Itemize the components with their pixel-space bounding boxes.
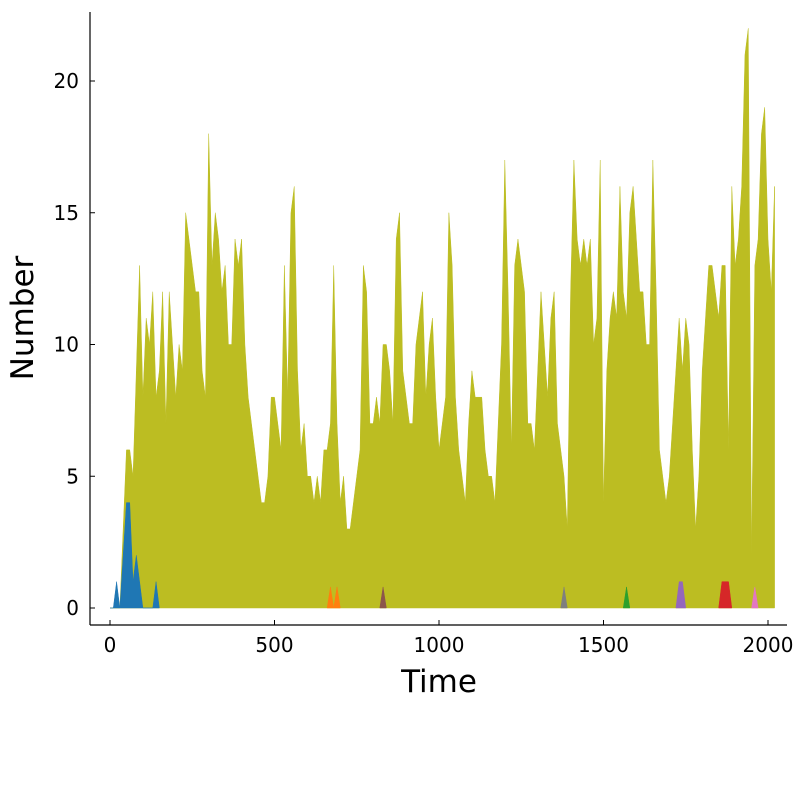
- area-series-7: [675, 581, 687, 609]
- area-series-1: [110, 28, 775, 609]
- x-ticks: 0 500 1000 1500 2000: [104, 620, 794, 657]
- area-series-2: [110, 502, 160, 609]
- x-tick-label: 2000: [743, 633, 794, 657]
- area-series-layer: [110, 28, 775, 609]
- x-tick-label: 0: [104, 633, 117, 657]
- y-tick-label: 20: [54, 69, 79, 93]
- area-series-4: [379, 586, 387, 609]
- area-series-9: [751, 586, 759, 609]
- y-tick-label: 10: [54, 333, 79, 357]
- area-series-3: [326, 586, 341, 609]
- y-tick-label: 15: [54, 201, 79, 225]
- y-ticks: 0 5 10 15 20: [54, 69, 95, 620]
- x-tick-label: 1000: [414, 633, 465, 657]
- y-axis-title: Number: [5, 255, 41, 380]
- y-tick-label: 5: [66, 464, 79, 488]
- area-series-8: [718, 581, 733, 609]
- y-tick-label: 0: [66, 596, 79, 620]
- x-tick-label: 1500: [578, 633, 629, 657]
- x-tick-label: 500: [255, 633, 293, 657]
- area-series-6: [622, 586, 631, 609]
- x-axis-title: Time: [400, 664, 477, 700]
- area-series-5: [560, 586, 568, 609]
